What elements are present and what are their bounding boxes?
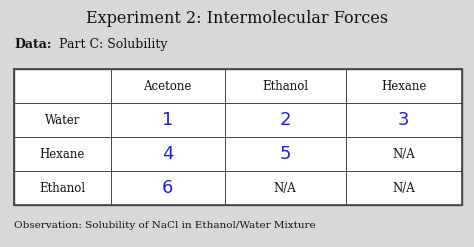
Text: Ethanol: Ethanol bbox=[39, 182, 85, 195]
Text: 3: 3 bbox=[398, 111, 410, 129]
Text: 1: 1 bbox=[162, 111, 173, 129]
Text: N/A: N/A bbox=[392, 147, 415, 161]
Text: Experiment 2: Intermolecular Forces: Experiment 2: Intermolecular Forces bbox=[86, 10, 388, 27]
Text: Observation: Solubility of NaCl in Ethanol/Water Mixture: Observation: Solubility of NaCl in Ethan… bbox=[14, 221, 316, 230]
Text: 2: 2 bbox=[280, 111, 291, 129]
Text: N/A: N/A bbox=[274, 182, 297, 195]
Text: Data:: Data: bbox=[14, 38, 52, 51]
Text: Hexane: Hexane bbox=[381, 80, 427, 93]
Text: N/A: N/A bbox=[392, 182, 415, 195]
Text: Ethanol: Ethanol bbox=[262, 80, 308, 93]
FancyBboxPatch shape bbox=[14, 69, 462, 205]
Text: 4: 4 bbox=[162, 145, 173, 163]
Text: Part C: Solubility: Part C: Solubility bbox=[55, 38, 167, 51]
Text: 5: 5 bbox=[280, 145, 291, 163]
Text: Hexane: Hexane bbox=[40, 147, 85, 161]
Text: 6: 6 bbox=[162, 179, 173, 197]
Text: Acetone: Acetone bbox=[144, 80, 192, 93]
Text: Water: Water bbox=[45, 114, 80, 127]
